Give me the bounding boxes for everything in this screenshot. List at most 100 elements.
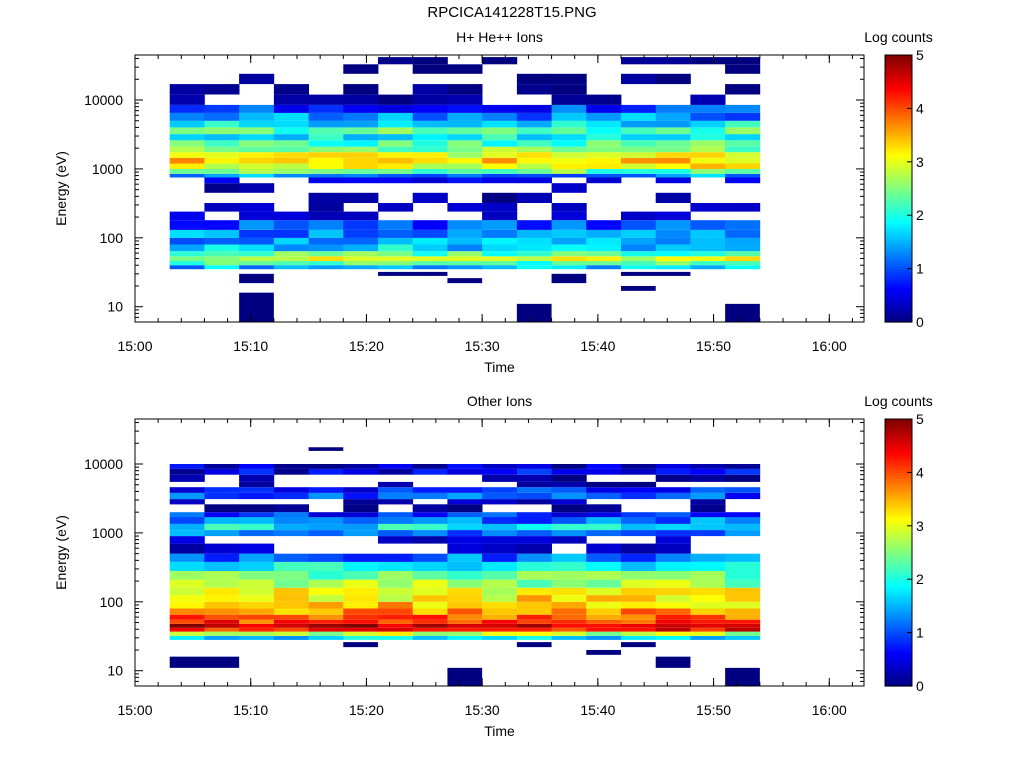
heatmap-cell — [725, 152, 761, 158]
heatmap-cell — [239, 73, 275, 85]
colorbar-swatch — [885, 199, 912, 203]
heatmap-cell — [482, 553, 518, 562]
heatmap-cell — [621, 104, 657, 113]
heatmap-cell — [343, 530, 379, 537]
colorbar-swatch — [885, 496, 912, 500]
heatmap-cell — [239, 523, 275, 530]
heatmap-cell — [621, 73, 657, 85]
colorbar-swatch — [885, 568, 912, 572]
heatmap-cell — [551, 627, 587, 632]
heatmap-cell — [690, 146, 726, 153]
heatmap-cell — [273, 84, 309, 95]
heatmap-cell — [169, 635, 205, 640]
heatmap-cell — [447, 84, 483, 95]
heatmap-cell — [204, 579, 240, 588]
colorbar-swatch — [885, 279, 912, 283]
colorbar-label: Log counts — [864, 393, 933, 409]
colorbar-swatch — [885, 611, 912, 615]
heatmap-cell — [655, 140, 691, 147]
colorbar-tick-label: 0 — [916, 678, 924, 694]
heatmap-cell — [516, 623, 552, 628]
heatmap-cell — [308, 608, 344, 615]
heatmap-cell — [655, 656, 691, 668]
heatmap-cell — [204, 237, 240, 245]
heatmap-cell — [447, 468, 483, 475]
colorbar-swatch — [885, 156, 912, 160]
colorbar-swatch — [885, 451, 912, 455]
heatmap-cell — [273, 561, 309, 571]
heatmap-cell — [482, 468, 518, 475]
colorbar-swatch — [885, 153, 912, 158]
colorbar-swatch — [885, 563, 912, 567]
heatmap-cell — [412, 493, 448, 500]
heatmap-cell — [378, 94, 414, 105]
heatmap-cell — [551, 619, 587, 624]
colorbar-swatch — [885, 424, 912, 428]
heatmap-cell — [343, 104, 379, 113]
heatmap-cell — [551, 499, 587, 505]
heatmap-cell — [447, 168, 483, 174]
colorbar-tick-label: 2 — [916, 207, 924, 223]
heatmap-cell — [308, 512, 344, 518]
heatmap-cell — [239, 163, 275, 169]
heatmap-cell — [343, 608, 379, 615]
heatmap-cell — [725, 487, 761, 493]
heatmap-cell — [482, 530, 518, 537]
heatmap-cell — [690, 517, 726, 524]
heatmap-cell — [308, 94, 344, 105]
heatmap-cell — [239, 595, 275, 602]
heatmap-cell — [621, 523, 657, 530]
heatmap-cell — [516, 536, 552, 544]
colorbar-swatch — [885, 60, 912, 64]
heatmap-cell — [551, 134, 587, 141]
heatmap-cell — [204, 157, 240, 164]
heatmap-cell — [551, 183, 587, 193]
x-tick-label: 15:40 — [580, 702, 615, 718]
heatmap-cell — [308, 127, 344, 135]
heatmap-cell — [378, 173, 414, 178]
heatmap-cell — [551, 237, 587, 245]
heatmap-cell — [516, 177, 552, 184]
heatmap-cell — [412, 464, 448, 469]
heatmap-cell — [725, 303, 760, 322]
heatmap-cell — [308, 173, 344, 178]
heatmap-cell — [725, 614, 761, 620]
colorbar-swatch — [885, 576, 912, 580]
heatmap-cell — [169, 512, 205, 518]
heatmap-cell — [308, 261, 344, 266]
colorbar-swatch — [885, 308, 912, 312]
heatmap-cell — [621, 140, 657, 147]
heatmap-cell — [378, 587, 414, 596]
heatmap-cell — [204, 493, 240, 500]
colorbar-tick-label: 5 — [916, 411, 924, 427]
heatmap-cell — [169, 112, 205, 121]
heatmap-cell — [204, 595, 240, 602]
heatmap-cell — [586, 619, 622, 624]
heatmap-cell — [725, 163, 761, 169]
heatmap-cell — [725, 127, 761, 135]
heatmap-cell — [343, 631, 379, 636]
heatmap-cell — [273, 120, 309, 128]
heatmap-cell — [204, 220, 240, 230]
heatmap-cell — [482, 619, 518, 624]
heatmap-cell — [204, 230, 240, 238]
heatmap-cell — [516, 530, 552, 537]
heatmap-cell — [204, 623, 240, 628]
heatmap-cell — [482, 173, 518, 178]
heatmap-cell — [586, 464, 622, 469]
heatmap-cell — [308, 464, 344, 469]
heatmap-cell — [551, 84, 587, 95]
heatmap-cell — [516, 512, 552, 518]
heatmap-cell — [169, 523, 205, 530]
heatmap-cell — [447, 112, 483, 121]
heatmap-cell — [169, 517, 205, 524]
heatmap-cell — [378, 157, 414, 164]
heatmap-cell — [551, 112, 587, 121]
colorbar-swatch — [885, 207, 912, 211]
x-tick-label: 15:00 — [117, 338, 152, 354]
x-tick-label: 15:50 — [696, 702, 731, 718]
heatmap-cell — [204, 627, 240, 632]
colorbar-swatch — [885, 640, 912, 644]
heatmap-cell — [482, 112, 518, 121]
